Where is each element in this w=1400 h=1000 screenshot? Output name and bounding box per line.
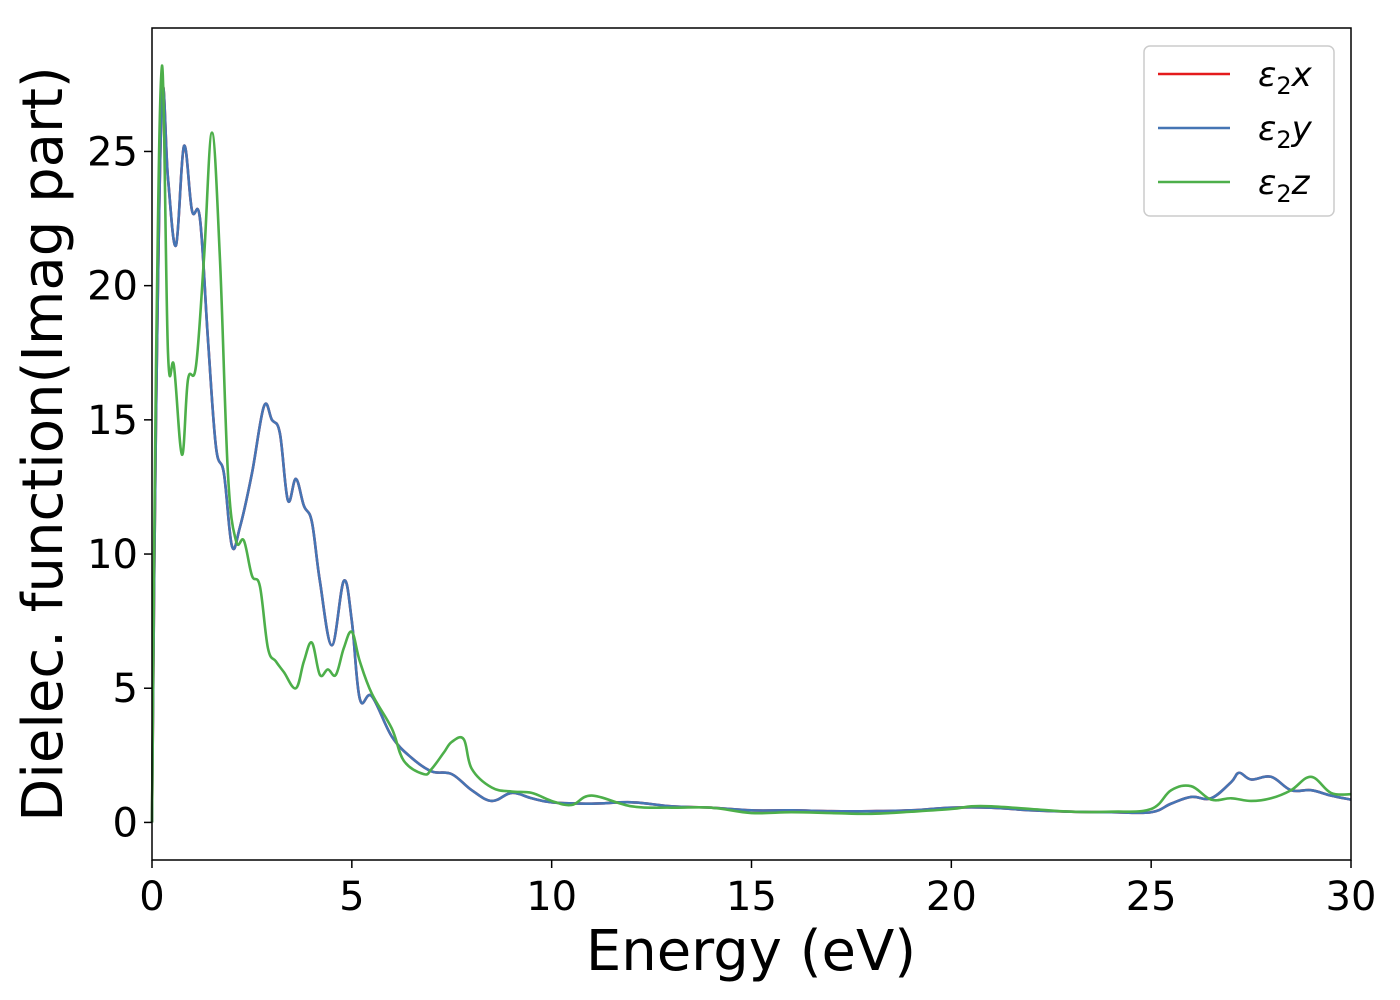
y-axis-label: Dielec. function(Imag part) — [11, 66, 76, 822]
series-layer — [150, 64, 1352, 823]
legend-items: ε2x ε2y ε2z — [1158, 55, 1313, 208]
legend-label-x: ε2x — [1258, 55, 1313, 100]
y-tick-label: 25 — [87, 129, 138, 175]
legend: ε2x ε2y ε2z — [1143, 45, 1335, 217]
x-axis-label: Energy (eV) — [586, 919, 916, 984]
y-tick-label: 20 — [87, 264, 138, 310]
y-tick-label: 10 — [87, 532, 138, 578]
x-tick-label: 20 — [926, 874, 977, 920]
x-tick-label: 15 — [726, 874, 777, 920]
x-tick-label: 0 — [139, 874, 164, 920]
legend-label-z: ε2z — [1258, 163, 1311, 208]
legend-box — [1143, 45, 1335, 217]
legend-label-y: ε2y — [1258, 109, 1313, 154]
ticks-layer: 0 5 10 15 20 25 30 0 5 10 15 20 25 — [87, 129, 1376, 920]
x-tick-label: 5 — [339, 874, 364, 920]
y-tick-label: 15 — [87, 398, 138, 444]
x-tick-label: 25 — [1126, 874, 1177, 920]
y-tick-label: 5 — [113, 666, 138, 712]
y-tick-label: 0 — [113, 800, 138, 846]
x-tick-label: 30 — [1326, 874, 1377, 920]
series-line-z — [150, 64, 1352, 823]
x-tick-label: 10 — [526, 874, 577, 920]
